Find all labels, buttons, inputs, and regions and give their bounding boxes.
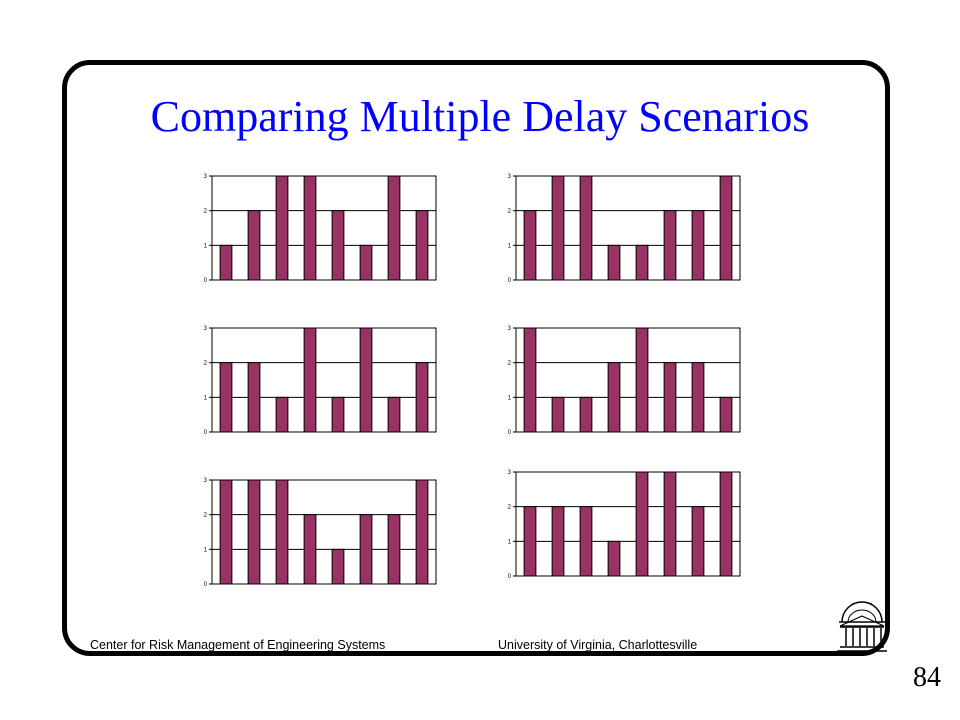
bar-chart-2: 0 1 2 3 xyxy=(508,174,741,284)
bar-2 xyxy=(551,396,565,433)
y-tick-label: 2 xyxy=(204,513,208,519)
page-number: 84 xyxy=(913,662,941,693)
bar-1 xyxy=(219,244,233,281)
bar-7 xyxy=(691,506,705,577)
slide-title: Comparing Multiple Delay Scenarios xyxy=(150,92,810,141)
y-tick-label: 2 xyxy=(204,209,208,215)
bar-1 xyxy=(219,362,233,433)
bar-4 xyxy=(607,540,621,577)
bar-7 xyxy=(691,362,705,433)
bar-2 xyxy=(551,506,565,577)
plot-area xyxy=(211,175,437,281)
bar-4 xyxy=(303,175,317,281)
bar-6 xyxy=(663,471,677,577)
y-tick-label: 0 xyxy=(508,278,512,284)
y-tick-label: 3 xyxy=(204,174,208,180)
bar-7 xyxy=(387,514,401,585)
bar-8 xyxy=(415,479,429,585)
bar-2 xyxy=(247,479,261,585)
bar-8 xyxy=(719,471,733,577)
bar-3 xyxy=(579,175,593,281)
bar-chart-4: 0 1 2 3 xyxy=(508,326,741,436)
bar-7 xyxy=(387,175,401,281)
bar-3 xyxy=(579,506,593,577)
y-tick-label: 3 xyxy=(508,470,512,476)
bar-4 xyxy=(607,362,621,433)
plot-area xyxy=(211,479,437,585)
bar-5 xyxy=(635,471,649,577)
bar-4 xyxy=(607,244,621,281)
y-tick-label: 2 xyxy=(508,361,512,367)
bar-5 xyxy=(635,244,649,281)
bar-8 xyxy=(415,210,429,281)
y-tick-label: 2 xyxy=(508,209,512,215)
bar-8 xyxy=(719,396,733,433)
bar-6 xyxy=(663,362,677,433)
bar-7 xyxy=(387,396,401,433)
bar-5 xyxy=(331,548,345,585)
plot-area xyxy=(515,175,741,281)
bar-6 xyxy=(663,210,677,281)
bar-1 xyxy=(523,327,537,433)
bar-2 xyxy=(551,175,565,281)
bar-4 xyxy=(303,514,317,585)
y-tick-label: 1 xyxy=(508,243,512,249)
bar-6 xyxy=(359,327,373,433)
bar-chart-1: 0 1 2 3 xyxy=(204,174,437,284)
bar-1 xyxy=(523,506,537,577)
y-tick-label: 1 xyxy=(204,243,208,249)
y-tick-label: 3 xyxy=(204,478,208,484)
footer-university: University of Virginia, Charlottesville xyxy=(498,638,698,652)
bar-6 xyxy=(359,514,373,585)
bar-3 xyxy=(275,396,289,433)
bar-chart-3: 0 1 2 3 xyxy=(204,326,437,436)
y-tick-label: 3 xyxy=(508,174,512,180)
bar-2 xyxy=(247,210,261,281)
bar-3 xyxy=(579,396,593,433)
y-tick-label: 3 xyxy=(508,326,512,332)
y-tick-label: 0 xyxy=(508,430,512,436)
bar-8 xyxy=(719,175,733,281)
bar-7 xyxy=(691,210,705,281)
bar-2 xyxy=(247,362,261,433)
y-tick-label: 1 xyxy=(508,395,512,401)
y-tick-label: 1 xyxy=(204,547,208,553)
footer-organization: Center for Risk Management of Engineerin… xyxy=(90,638,386,652)
y-tick-label: 0 xyxy=(204,430,208,436)
bar-3 xyxy=(275,175,289,281)
y-tick-label: 0 xyxy=(508,574,512,580)
plot-area xyxy=(515,327,741,433)
bar-5 xyxy=(635,327,649,433)
bar-1 xyxy=(219,479,233,585)
slide-frame xyxy=(62,60,890,656)
bar-chart-5: 0 1 2 3 xyxy=(204,478,437,588)
bar-5 xyxy=(331,396,345,433)
y-tick-label: 2 xyxy=(508,505,512,511)
y-tick-label: 0 xyxy=(204,278,208,284)
bar-5 xyxy=(331,210,345,281)
bar-chart-6: 0 1 2 3 xyxy=(508,470,741,580)
y-tick-label: 2 xyxy=(204,361,208,367)
y-tick-label: 3 xyxy=(204,326,208,332)
plot-area xyxy=(211,327,437,433)
bar-6 xyxy=(359,244,373,281)
bar-3 xyxy=(275,479,289,585)
y-tick-label: 0 xyxy=(204,582,208,588)
rotunda-icon xyxy=(837,601,887,652)
bar-4 xyxy=(303,327,317,433)
y-tick-label: 1 xyxy=(508,539,512,545)
y-tick-label: 1 xyxy=(204,395,208,401)
bar-1 xyxy=(523,210,537,281)
plot-area xyxy=(515,471,741,577)
bar-8 xyxy=(415,362,429,433)
